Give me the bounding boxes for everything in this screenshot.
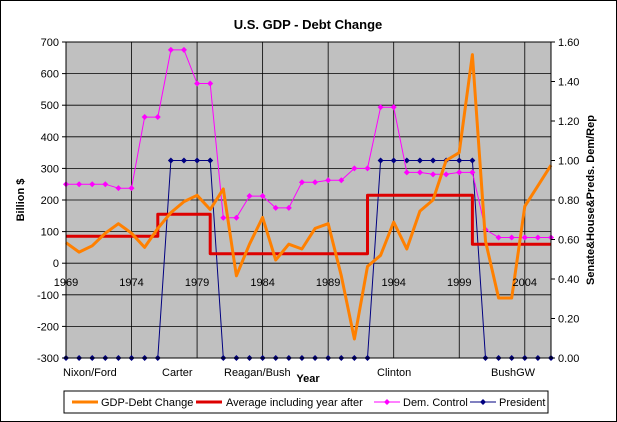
point-dem-control: [259, 193, 266, 200]
tick-label-right: 0.20: [558, 314, 579, 326]
legend-box: [63, 390, 549, 414]
point-dem-control: [521, 234, 528, 241]
series-line-average-including-year-after: [66, 193, 551, 256]
series-line-gdp-debt-change: [65, 53, 553, 341]
point-dem-control: [364, 165, 371, 172]
point-president: [416, 157, 423, 164]
point-dem-control: [456, 169, 463, 176]
point-dem-control: [534, 234, 541, 241]
y-axis-right-title: Senate&House&Preds. Dem/Rep: [585, 115, 597, 285]
point-dem-control: [180, 46, 187, 53]
tick-label-x: 1994: [381, 277, 405, 289]
legend-marker-dem-control: [384, 399, 390, 405]
tick-label-x: 1989: [316, 277, 340, 289]
point-dem-control: [89, 181, 96, 188]
series-layer: [63, 46, 554, 361]
tick-label-x: 1999: [447, 277, 471, 289]
point-dem-control: [115, 185, 122, 192]
tick-label-left: 600: [41, 69, 59, 81]
tick-label-x: 2004: [513, 277, 537, 289]
tick-label-left: -100: [37, 290, 59, 302]
point-dem-control: [76, 181, 83, 188]
tick-label-left: 700: [41, 37, 59, 49]
point-dem-control: [141, 114, 148, 121]
tick-label-left: 100: [41, 227, 59, 239]
point-dem-control: [351, 165, 358, 172]
president-label-clinton: Clinton: [377, 367, 411, 379]
legend: GDP-Debt Change Average including year a…: [63, 390, 549, 414]
president-label-carter: Carter: [162, 367, 193, 379]
point-dem-control: [233, 214, 240, 221]
point-dem-control: [154, 114, 161, 121]
point-president: [180, 157, 187, 164]
point-dem-control: [390, 104, 397, 111]
tick-label-left: 300: [41, 163, 59, 175]
point-dem-control: [469, 169, 476, 176]
x-axis-title: Year: [296, 373, 320, 385]
point-dem-control: [338, 177, 345, 184]
tick-label-right: 0.40: [558, 274, 579, 286]
tick-label-left: -200: [37, 321, 59, 333]
point-dem-control: [194, 80, 201, 87]
point-dem-control: [285, 204, 292, 211]
tick-label-right: 1.60: [558, 37, 579, 49]
legend-label-president: President: [499, 397, 545, 409]
tick-labels: 700 600 500 400 300 200 100 0 -100 -200 -300 1.60 1.…: [37, 37, 579, 365]
y-axis-left-title: Billion $: [15, 179, 27, 222]
point-dem-control: [495, 234, 502, 241]
point-president: [456, 157, 463, 164]
tick-label-x: 1974: [119, 277, 143, 289]
point-dem-control: [207, 80, 214, 87]
point-dem-control: [128, 185, 135, 192]
point-dem-control: [298, 179, 305, 186]
tick-label-left: 0: [53, 258, 59, 270]
tick-label-right: 0.60: [558, 235, 579, 247]
tick-label-right: 1.20: [558, 116, 579, 128]
point-president: [377, 157, 384, 164]
point-dem-control: [377, 104, 384, 111]
point-dem-control: [443, 171, 450, 178]
tick-label-left: 200: [41, 195, 59, 207]
point-president: [430, 157, 437, 164]
legend-label-gdp-debt: GDP-Debt Change: [101, 397, 193, 409]
tick-label-x: 1984: [250, 277, 274, 289]
tick-label-right: 1.00: [558, 156, 579, 168]
tick-label-right: 0.00: [558, 353, 579, 365]
point-dem-control: [325, 177, 332, 184]
tick-label-left: -300: [37, 353, 59, 365]
tick-label-x: 1969: [54, 277, 78, 289]
point-president: [207, 157, 214, 164]
point-dem-control: [508, 234, 515, 241]
point-dem-control: [430, 171, 437, 178]
president-label-bushgw: BushGW: [491, 367, 536, 379]
president-label-nixon-ford: Nixon/Ford: [63, 367, 117, 379]
legend-label-dem-control: Dem. Control: [403, 397, 468, 409]
point-president: [194, 157, 201, 164]
tick-label-right: 1.40: [558, 77, 579, 89]
point-dem-control: [220, 214, 227, 221]
point-dem-control: [167, 46, 174, 53]
tick-label-x: 1979: [185, 277, 209, 289]
tick-label-right: 0.80: [558, 195, 579, 207]
point-president: [390, 157, 397, 164]
tick-label-left: 500: [41, 100, 59, 112]
legend-label-average: Average including year after: [226, 397, 363, 409]
point-dem-control: [312, 179, 319, 186]
tick-label-left: 400: [41, 132, 59, 144]
point-dem-control: [416, 169, 423, 176]
chart-title: U.S. GDP - Debt Change: [234, 17, 383, 32]
president-label-reagan-bush: Reagan/Bush: [224, 367, 291, 379]
legend-marker-president: [480, 399, 486, 405]
point-president: [167, 157, 174, 164]
point-dem-control: [272, 204, 279, 211]
point-dem-control: [102, 181, 109, 188]
point-dem-control: [246, 193, 253, 200]
point-president: [403, 157, 410, 164]
point-president: [469, 157, 476, 164]
point-dem-control: [403, 169, 410, 176]
